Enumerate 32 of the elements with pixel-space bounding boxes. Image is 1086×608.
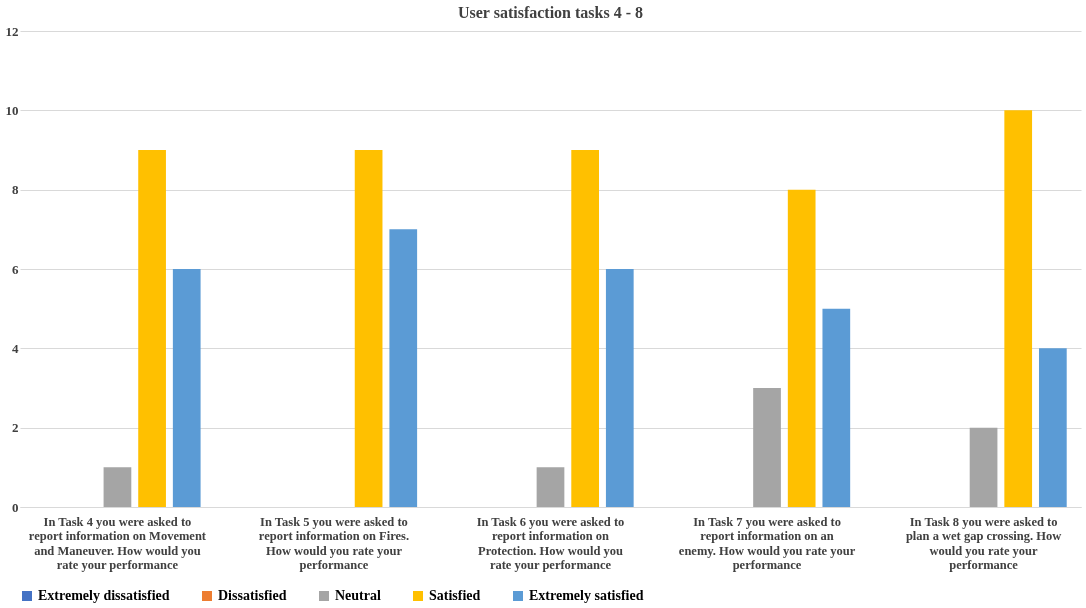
y-tick-label: 0: [12, 499, 19, 515]
bar: [103, 467, 132, 507]
x-tick-label: In Task 6 you were asked to report information on Protection. How would you rate your performance: [476, 514, 625, 572]
bar: [354, 150, 383, 507]
bar: [536, 467, 565, 507]
bar: [1004, 110, 1033, 507]
x-tick-label: In Task 5 you were asked to report information on Fires. How would you rate your performance: [258, 514, 410, 572]
y-tick-label: 8: [12, 182, 19, 198]
bar: [787, 189, 816, 507]
y-tick-label: 10: [5, 102, 19, 118]
y-tick-label: 6: [12, 261, 19, 277]
legend-label: Dissatisfied: [218, 588, 287, 603]
bar: [1038, 348, 1067, 507]
bar: [753, 388, 781, 507]
chart-title: User satisfaction tasks 4 - 8: [457, 4, 644, 21]
bar: [605, 269, 634, 507]
y-tick-label: 12: [5, 23, 19, 39]
x-tick-label: In Task 8 you were asked to plan a wet gap crossing. How would you rate your performance: [905, 514, 1062, 572]
legend-label: Extremely satisfied: [529, 588, 644, 603]
legend-label: Extremely dissatisfied: [38, 588, 170, 603]
bar: [822, 308, 851, 507]
x-tick-label: In Task 4 you were asked to report information on Movement and Maneuver. How would you rate your performance: [28, 514, 207, 572]
bar: [571, 150, 599, 507]
bar: [969, 427, 998, 507]
x-tick-label: In Task 7 you were asked to report information on an enemy. How would you rate your performance: [678, 514, 856, 572]
y-tick-label: 2: [12, 420, 19, 436]
y-tick-label: 4: [12, 340, 19, 356]
legend-label: Satisfied: [429, 588, 481, 603]
legend-label: Neutral: [335, 588, 381, 603]
bar: [138, 150, 166, 507]
bar: [389, 229, 418, 507]
bar: [172, 269, 201, 507]
